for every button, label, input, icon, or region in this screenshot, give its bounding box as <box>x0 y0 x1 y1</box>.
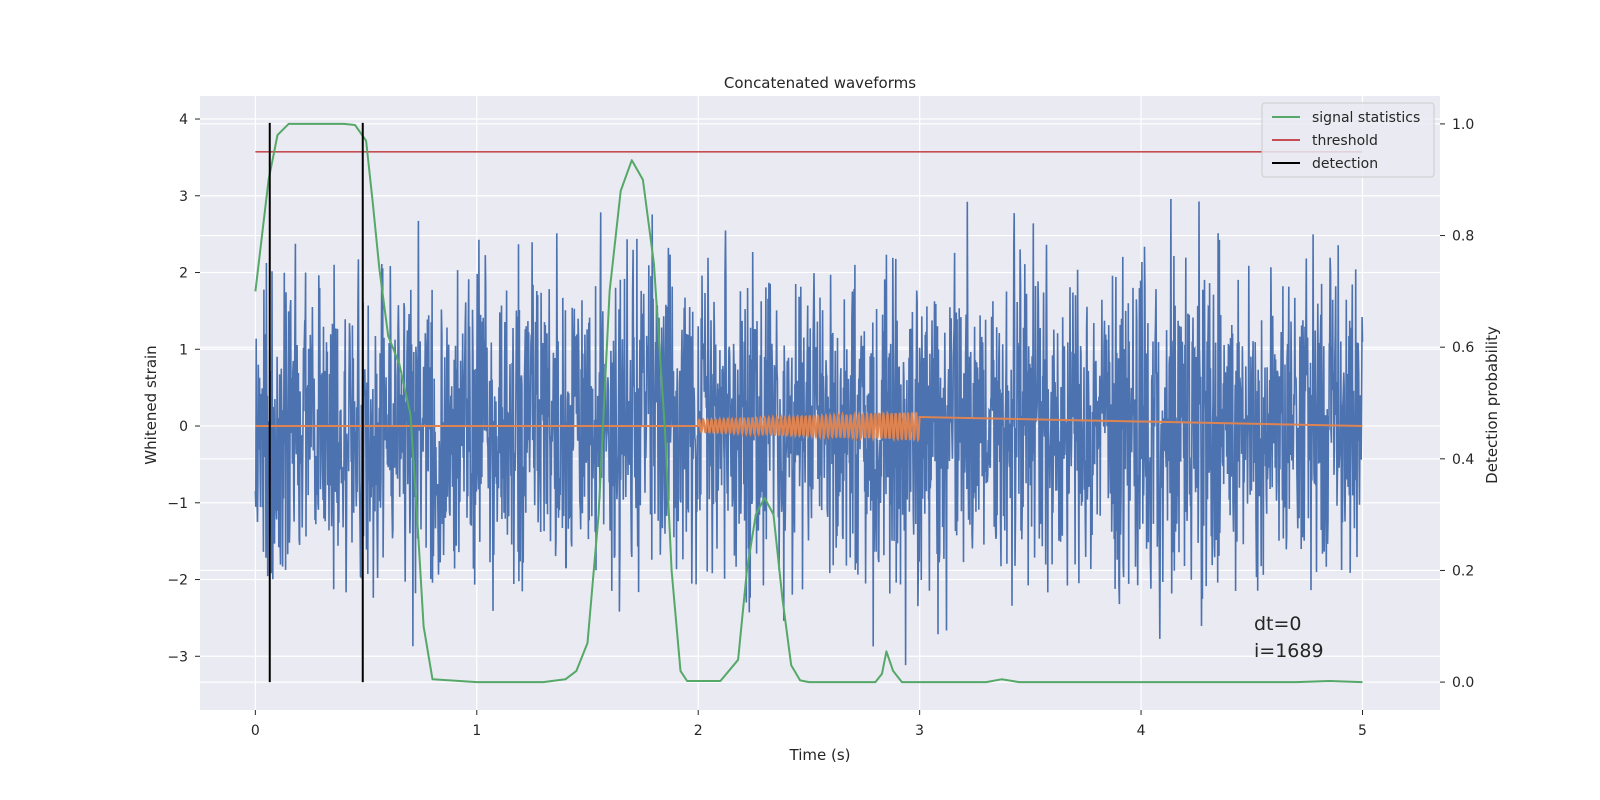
x-tick-label-5: 5 <box>1358 723 1367 739</box>
legend-label-0: signal statistics <box>1312 110 1420 126</box>
y-left-tick-label-2: −1 <box>167 496 188 512</box>
y-right-tick-label-3: 0.6 <box>1452 340 1474 356</box>
legend-box <box>1261 102 1435 178</box>
chart-title: Concatenated waveforms <box>724 74 916 92</box>
x-tick-label-3: 3 <box>915 723 924 739</box>
legend-label-1: threshold <box>1312 133 1378 149</box>
y-right-tick-label-4: 0.8 <box>1452 229 1474 245</box>
x-tick-label-2: 2 <box>694 723 703 739</box>
y-right-tick-label-2: 0.4 <box>1452 452 1474 468</box>
y-left-tick-label-6: 3 <box>179 189 188 205</box>
y-axis-left-label: Whitened strain <box>142 345 160 464</box>
x-tick-label-4: 4 <box>1137 723 1146 739</box>
legend: signal statistics threshold detection <box>1261 102 1435 178</box>
y-axis-right-label: Detection probability <box>1483 326 1501 484</box>
annotation-i: i=1689 <box>1254 640 1324 662</box>
injection-series <box>255 410 1363 443</box>
x-axis-label: Time (s) <box>789 746 851 764</box>
y-right-tick-label-1: 0.2 <box>1452 563 1474 579</box>
x-tick-label-0: 0 <box>251 723 260 739</box>
y-left-tick-label-3: 0 <box>179 419 188 435</box>
y-left-tick-label-5: 2 <box>179 266 188 282</box>
y-left-tick-label-4: 1 <box>179 342 188 358</box>
annotation-dt: dt=0 <box>1254 613 1302 635</box>
x-axis: 0 1 2 3 4 5 <box>251 710 1367 739</box>
y-left-tick-label-0: −3 <box>167 649 188 665</box>
y-right-tick-label-5: 1.0 <box>1452 117 1474 133</box>
y-left-tick-label-1: −2 <box>167 573 188 589</box>
signal-statistics-series <box>254 122 1363 684</box>
legend-label-2: detection <box>1312 156 1378 172</box>
y-right-tick-label-0: 0.0 <box>1452 675 1474 691</box>
y-axis-left: −3 −2 −1 0 1 2 3 4 <box>167 112 200 665</box>
y-left-tick-label-7: 4 <box>179 112 188 128</box>
noise-series <box>254 198 1364 666</box>
x-tick-label-1: 1 <box>472 723 481 739</box>
series-group <box>254 122 1364 684</box>
y-axis-right: 0.0 0.2 0.4 0.6 0.8 1.0 <box>1440 117 1474 691</box>
